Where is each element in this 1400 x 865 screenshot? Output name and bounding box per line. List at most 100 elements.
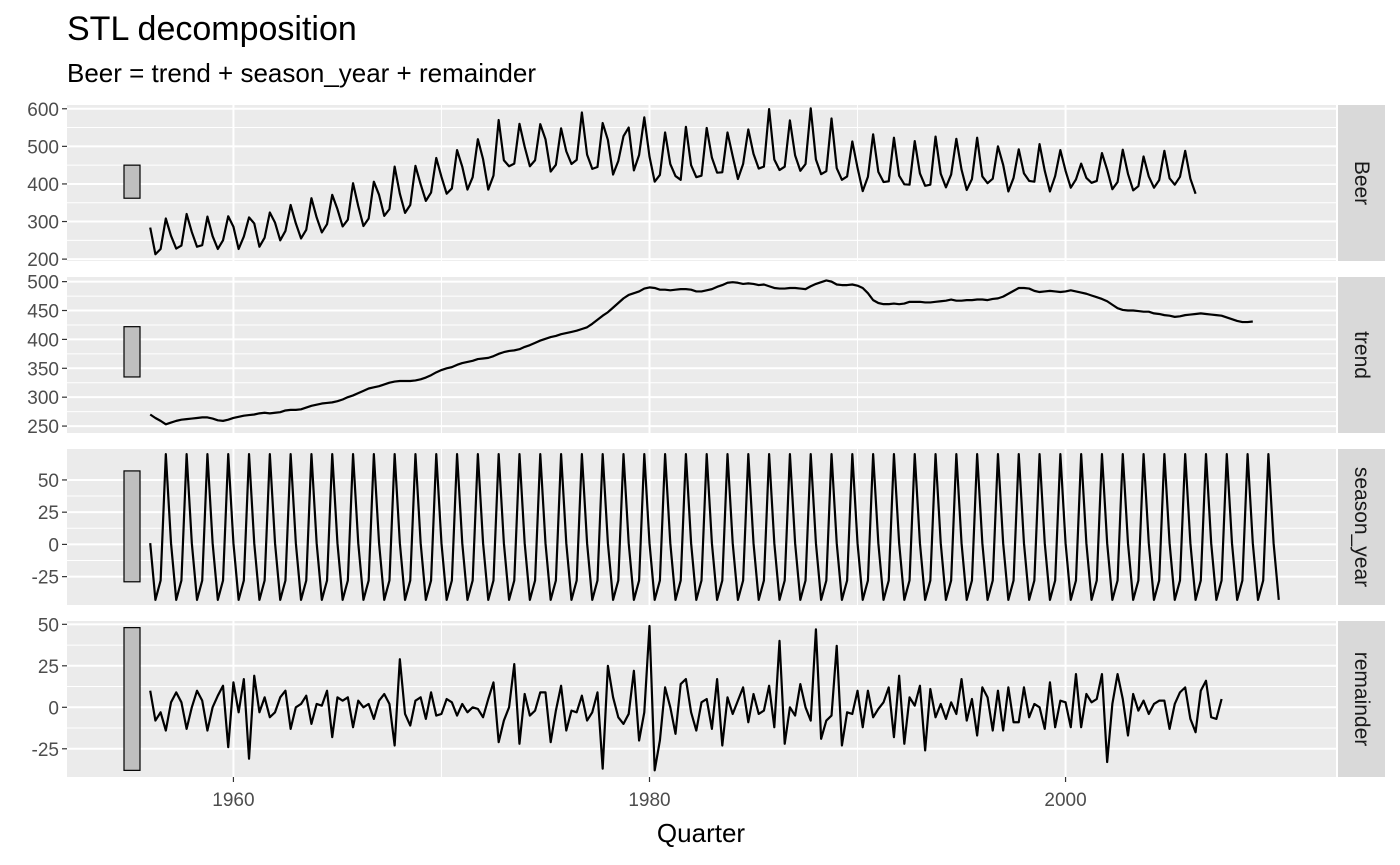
data-point (732, 543, 733, 544)
data-point (904, 184, 905, 185)
data-point (316, 703, 317, 704)
data-point (847, 712, 848, 713)
data-point (977, 735, 978, 736)
data-point (529, 166, 530, 167)
data-point (1065, 702, 1066, 703)
data-point (368, 218, 369, 219)
data-point (982, 687, 983, 688)
data-point (467, 361, 468, 362)
data-point (1081, 454, 1082, 455)
data-point (519, 454, 520, 455)
data-point (1216, 599, 1217, 600)
data-point (1122, 149, 1123, 150)
data-point (186, 419, 187, 420)
data-point (1101, 153, 1102, 154)
data-point (352, 183, 353, 184)
data-point (285, 230, 286, 231)
data-point (717, 599, 718, 600)
data-point (982, 543, 983, 544)
data-point (467, 712, 468, 713)
data-point (233, 417, 234, 418)
data-point (280, 697, 281, 698)
data-point (477, 139, 478, 140)
data-point (774, 543, 775, 544)
data-point (836, 168, 837, 169)
data-point (498, 454, 499, 455)
data-point (997, 298, 998, 299)
data-point (436, 454, 437, 455)
data-point (1008, 599, 1009, 600)
data-point (1247, 454, 1248, 455)
data-point (1216, 718, 1217, 719)
data-point (909, 580, 910, 581)
data-point (1200, 313, 1201, 314)
data-point (519, 123, 520, 124)
data-point (399, 543, 400, 544)
data-point (545, 338, 546, 339)
data-point (763, 580, 764, 581)
data-point (186, 213, 187, 214)
data-point (914, 140, 915, 141)
data-point (290, 454, 291, 455)
data-point (821, 738, 822, 739)
data-point (1044, 543, 1045, 544)
data-point (1143, 454, 1144, 455)
data-point (951, 174, 952, 175)
data-point (300, 238, 301, 239)
data-point (1190, 543, 1191, 544)
data-point (243, 580, 244, 581)
data-point (1143, 700, 1144, 701)
data-point (378, 543, 379, 544)
data-point (607, 139, 608, 140)
data-point (160, 420, 161, 421)
data-point (212, 418, 213, 419)
data-point (576, 712, 577, 713)
data-point (1169, 728, 1170, 729)
data-point (264, 697, 265, 698)
chart-title: STL decomposition (67, 10, 357, 48)
data-point (1018, 287, 1019, 288)
data-point (290, 728, 291, 729)
data-point (259, 599, 260, 600)
data-point (1023, 287, 1024, 288)
data-point (836, 645, 837, 646)
data-point (789, 707, 790, 708)
data-point (378, 700, 379, 701)
data-point (560, 334, 561, 335)
data-point (165, 424, 166, 425)
data-point (1143, 156, 1144, 157)
data-point (534, 160, 535, 161)
data-point (1159, 180, 1160, 181)
data-point (784, 288, 785, 289)
data-point (311, 454, 312, 455)
data-point (1133, 599, 1134, 600)
data-point (280, 412, 281, 413)
data-point (727, 697, 728, 698)
data-point (1153, 187, 1154, 188)
data-point (571, 163, 572, 164)
data-point (332, 402, 333, 403)
data-point (1029, 180, 1030, 181)
data-point (462, 703, 463, 704)
data-point (399, 380, 400, 381)
data-point (274, 712, 275, 713)
data-point (248, 454, 249, 455)
data-point (883, 304, 884, 305)
facet-remainder: -25 0 25 50 remainder (32, 615, 1385, 777)
scale-bar (123, 326, 141, 378)
data-point (1086, 543, 1087, 544)
data-point (394, 454, 395, 455)
data-point (862, 190, 863, 191)
data-point (857, 167, 858, 168)
data-point (602, 122, 603, 123)
data-point (217, 599, 218, 600)
data-point (1086, 293, 1087, 294)
data-point (451, 367, 452, 368)
facet-strip-label: season_year (1350, 467, 1373, 587)
data-point (337, 401, 338, 402)
data-point (254, 675, 255, 676)
data-point (1091, 295, 1092, 296)
data-point (1174, 703, 1175, 704)
data-point (212, 707, 213, 708)
data-point (373, 718, 374, 719)
